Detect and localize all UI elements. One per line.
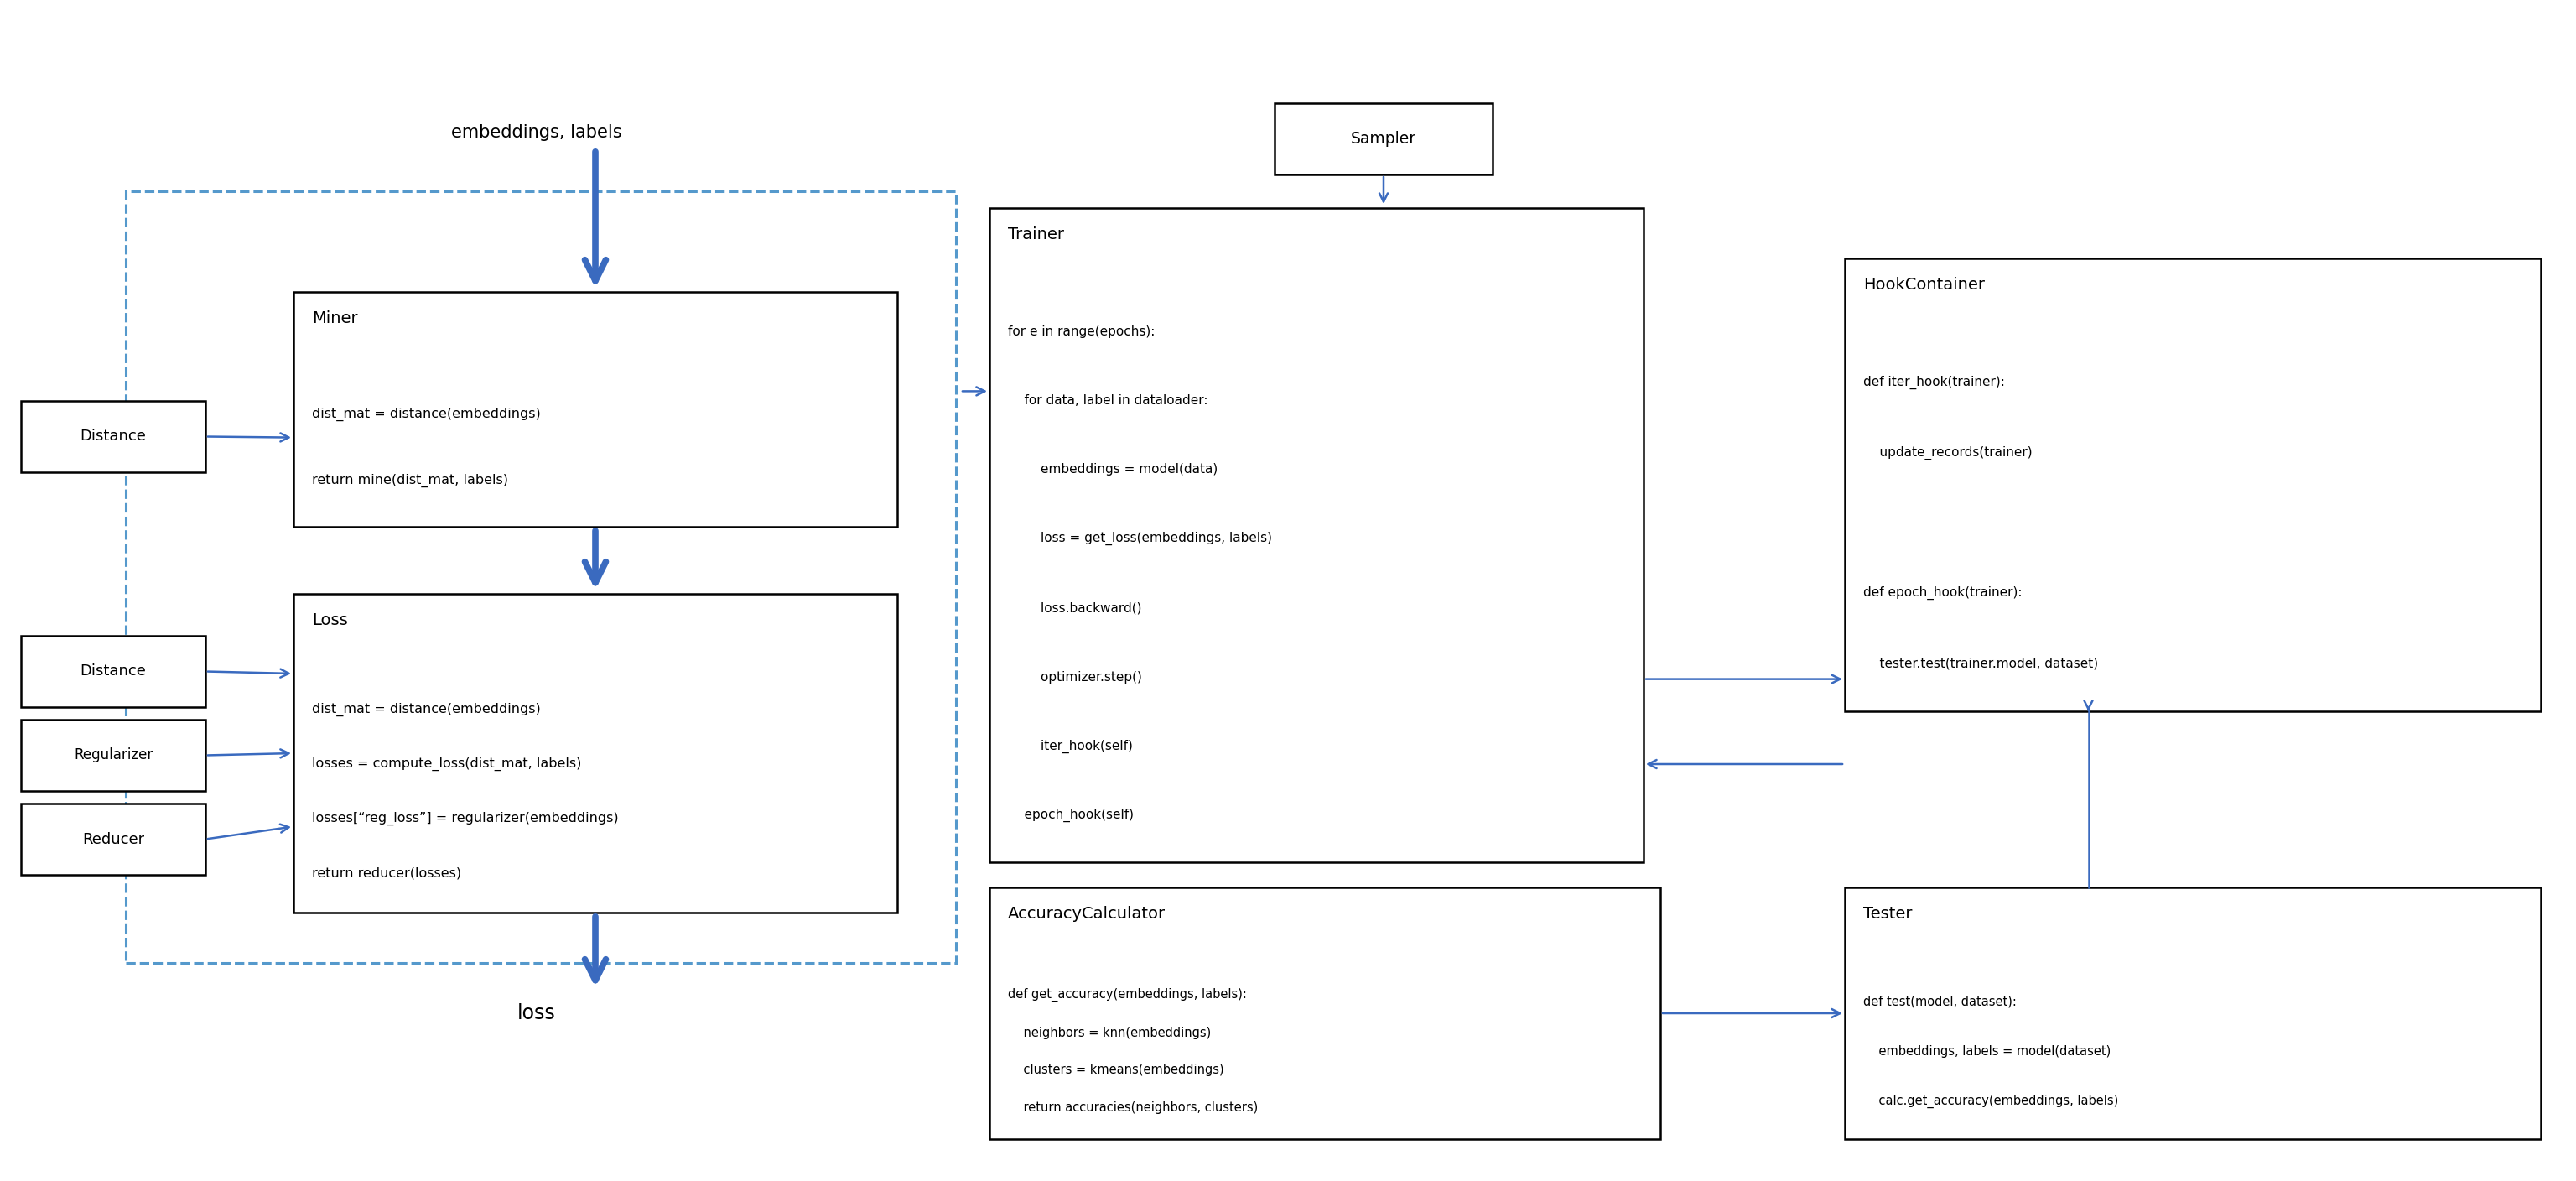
Text: iter_hook(self): iter_hook(self) <box>1007 739 1133 752</box>
Bar <box>1275 103 1492 175</box>
Text: Distance: Distance <box>80 664 147 679</box>
Text: neighbors = knn(embeddings): neighbors = knn(embeddings) <box>1007 1026 1211 1039</box>
Bar <box>21 400 206 472</box>
Text: return accuracies(neighbors, clusters): return accuracies(neighbors, clusters) <box>1007 1102 1257 1114</box>
Text: calc.get_accuracy(embeddings, labels): calc.get_accuracy(embeddings, labels) <box>1862 1095 2117 1108</box>
Text: update_records(trainer): update_records(trainer) <box>1862 446 2032 459</box>
Text: Distance: Distance <box>80 429 147 444</box>
Bar <box>126 191 956 963</box>
Text: Trainer: Trainer <box>1007 227 1064 242</box>
Text: dist_mat = distance(embeddings): dist_mat = distance(embeddings) <box>312 407 541 420</box>
Text: optimizer.step(): optimizer.step() <box>1007 671 1141 684</box>
Bar <box>989 887 1662 1138</box>
Text: HookContainer: HookContainer <box>1862 276 1986 293</box>
Bar <box>1844 259 2540 711</box>
Text: embeddings, labels = model(dataset): embeddings, labels = model(dataset) <box>1862 1045 2110 1058</box>
Bar <box>21 803 206 875</box>
Text: tester.test(trainer.model, dataset): tester.test(trainer.model, dataset) <box>1862 658 2097 670</box>
Text: embeddings, labels: embeddings, labels <box>451 124 621 141</box>
Text: return mine(dist_mat, labels): return mine(dist_mat, labels) <box>312 474 507 488</box>
Bar <box>989 208 1643 862</box>
Text: clusters = kmeans(embeddings): clusters = kmeans(embeddings) <box>1007 1064 1224 1076</box>
Text: losses = compute_loss(dist_mat, labels): losses = compute_loss(dist_mat, labels) <box>312 757 582 771</box>
Text: for data, label in dataloader:: for data, label in dataloader: <box>1007 394 1208 407</box>
Bar <box>294 292 896 527</box>
Text: return reducer(losses): return reducer(losses) <box>312 867 461 879</box>
Text: def test(model, dataset):: def test(model, dataset): <box>1862 996 2017 1007</box>
Text: epoch_hook(self): epoch_hook(self) <box>1007 808 1133 822</box>
Text: AccuracyCalculator: AccuracyCalculator <box>1007 906 1167 922</box>
Text: def iter_hook(trainer):: def iter_hook(trainer): <box>1862 376 2004 390</box>
Text: Tester: Tester <box>1862 906 1911 922</box>
Bar <box>21 635 206 707</box>
Text: def epoch_hook(trainer):: def epoch_hook(trainer): <box>1862 587 2022 600</box>
Text: dist_mat = distance(embeddings): dist_mat = distance(embeddings) <box>312 703 541 717</box>
Text: Reducer: Reducer <box>82 831 144 847</box>
Text: loss.backward(): loss.backward() <box>1007 601 1141 614</box>
Text: Loss: Loss <box>312 612 348 628</box>
Text: Regularizer: Regularizer <box>75 748 152 763</box>
Text: for e in range(epochs):: for e in range(epochs): <box>1007 325 1154 338</box>
Bar <box>294 594 896 913</box>
Text: losses[“reg_loss”] = regularizer(embeddings): losses[“reg_loss”] = regularizer(embeddi… <box>312 811 618 826</box>
Text: loss = get_loss(embeddings, labels): loss = get_loss(embeddings, labels) <box>1007 531 1273 546</box>
Text: Sampler: Sampler <box>1350 131 1417 146</box>
Bar <box>1844 887 2540 1138</box>
Bar <box>21 719 206 791</box>
Text: embeddings = model(data): embeddings = model(data) <box>1007 463 1218 476</box>
Text: Miner: Miner <box>312 311 358 326</box>
Text: def get_accuracy(embeddings, labels):: def get_accuracy(embeddings, labels): <box>1007 988 1247 1001</box>
Text: loss: loss <box>518 1003 556 1023</box>
